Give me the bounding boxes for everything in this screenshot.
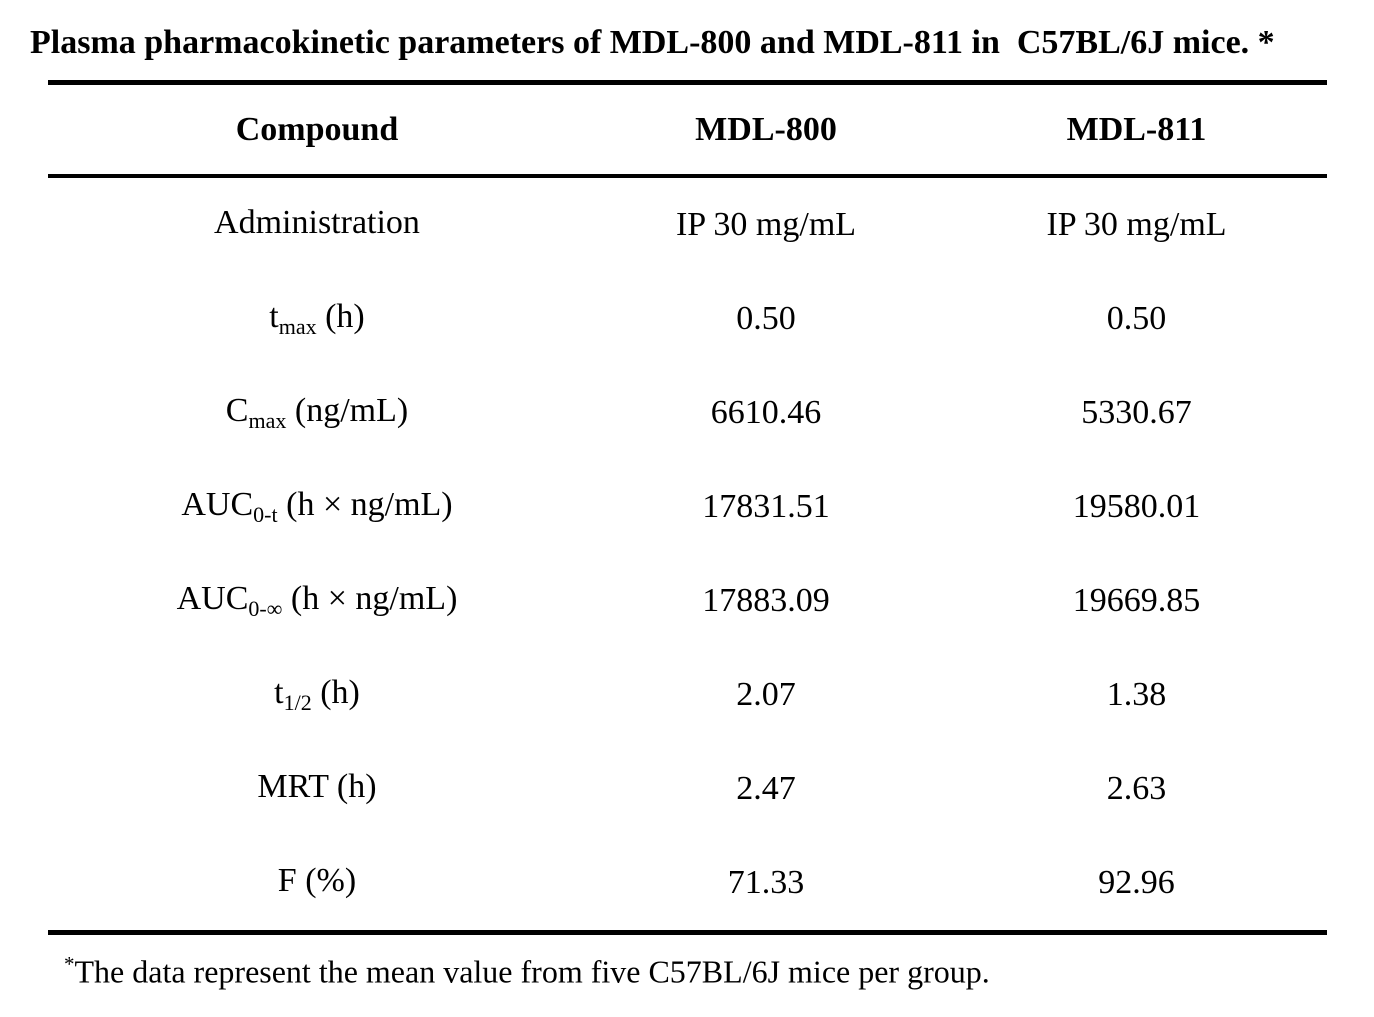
param-label-pre: AUC — [176, 580, 249, 617]
param-label: t1/2 (h) — [48, 674, 586, 716]
value-mdl800: IP 30 mg/mL — [675, 206, 857, 243]
param-label-post: (h × ng/mL) — [277, 486, 453, 523]
param-label-post: (h) — [316, 298, 365, 335]
table-rule-middle — [48, 174, 1327, 178]
param-label-pre: C — [225, 392, 249, 429]
table-row-cmax: Cmax (ng/mL) 6610.46 5330.67 — [48, 366, 1327, 460]
value-mdl800: 0.50 — [736, 300, 796, 337]
param-label: AUC0-∞ (h × ng/mL) — [48, 580, 586, 622]
value-mdl811: 5330.67 — [1081, 394, 1192, 431]
param-label: Administration — [48, 204, 586, 246]
param-label-sub: max — [248, 408, 287, 433]
value-mdl811: 0.50 — [1106, 300, 1167, 337]
value-mdl800: 17883.09 — [702, 582, 830, 619]
value-mdl800: 17831.51 — [702, 488, 830, 525]
param-label-pre: t — [269, 298, 279, 335]
header-mdl811: MDL-811 — [1066, 110, 1207, 148]
table-rule-bottom — [48, 930, 1327, 935]
table-body: Administration IP 30 mg/mL IP 30 mg/mL t… — [48, 178, 1327, 930]
param-label-sub: max — [278, 314, 317, 339]
table-row-administration: Administration IP 30 mg/mL IP 30 mg/mL — [48, 178, 1327, 272]
param-label: MRT (h) — [48, 768, 586, 810]
param-label: F (%) — [48, 862, 586, 904]
table-row-auc0inf: AUC0-∞ (h × ng/mL) 17883.09 19669.85 — [48, 554, 1327, 648]
footnote-asterisk: * — [64, 952, 75, 976]
table-title: Plasma pharmacokinetic parameters of MDL… — [30, 24, 1275, 61]
table-rule-top — [48, 80, 1327, 85]
header-mdl800: MDL-800 — [695, 110, 837, 148]
param-label: tmax (h) — [48, 298, 586, 340]
param-label-post: (h) — [311, 674, 360, 711]
param-label-pre: t — [274, 674, 284, 711]
table-row-mrt: MRT (h) 2.47 2.63 — [48, 742, 1327, 836]
footnote-text: The data represent the mean value from f… — [74, 953, 990, 990]
table-header-row: Compound MDL-800 MDL-811 — [48, 85, 1327, 174]
param-label-sub: 0-∞ — [248, 596, 283, 621]
param-label: Cmax (ng/mL) — [48, 392, 586, 434]
param-label-pre: Administration — [214, 204, 420, 241]
value-mdl811: 1.38 — [1106, 676, 1167, 713]
param-label-post: (h × ng/mL) — [282, 580, 458, 617]
value-mdl811: 2.63 — [1106, 770, 1167, 807]
param-label-pre: MRT (h) — [257, 768, 377, 805]
value-mdl811: 19580.01 — [1072, 488, 1201, 525]
table-footnote: *The data represent the mean value from … — [64, 952, 990, 991]
param-label-post: (ng/mL) — [286, 392, 409, 429]
value-mdl800: 6610.46 — [710, 394, 822, 431]
value-mdl800: 2.47 — [736, 770, 796, 807]
table-row-f: F (%) 71.33 92.96 — [48, 836, 1327, 930]
value-mdl800: 2.07 — [736, 676, 796, 713]
param-label-pre: F (%) — [277, 862, 357, 899]
header-compound: Compound — [235, 110, 399, 148]
param-label: AUC0-t (h × ng/mL) — [48, 486, 586, 528]
value-mdl800: 71.33 — [727, 864, 805, 901]
param-label-sub: 1/2 — [283, 690, 312, 715]
table-row-thalf: t1/2 (h) 2.07 1.38 — [48, 648, 1327, 742]
value-mdl811: IP 30 mg/mL — [1046, 206, 1227, 243]
table-row-auc0t: AUC0-t (h × ng/mL) 17831.51 19580.01 — [48, 460, 1327, 554]
value-mdl811: 92.96 — [1098, 864, 1175, 901]
table-row-tmax: tmax (h) 0.50 0.50 — [48, 272, 1327, 366]
param-label-sub: 0-t — [253, 502, 278, 527]
param-label-pre: AUC — [181, 486, 254, 523]
value-mdl811: 19669.85 — [1072, 582, 1201, 619]
